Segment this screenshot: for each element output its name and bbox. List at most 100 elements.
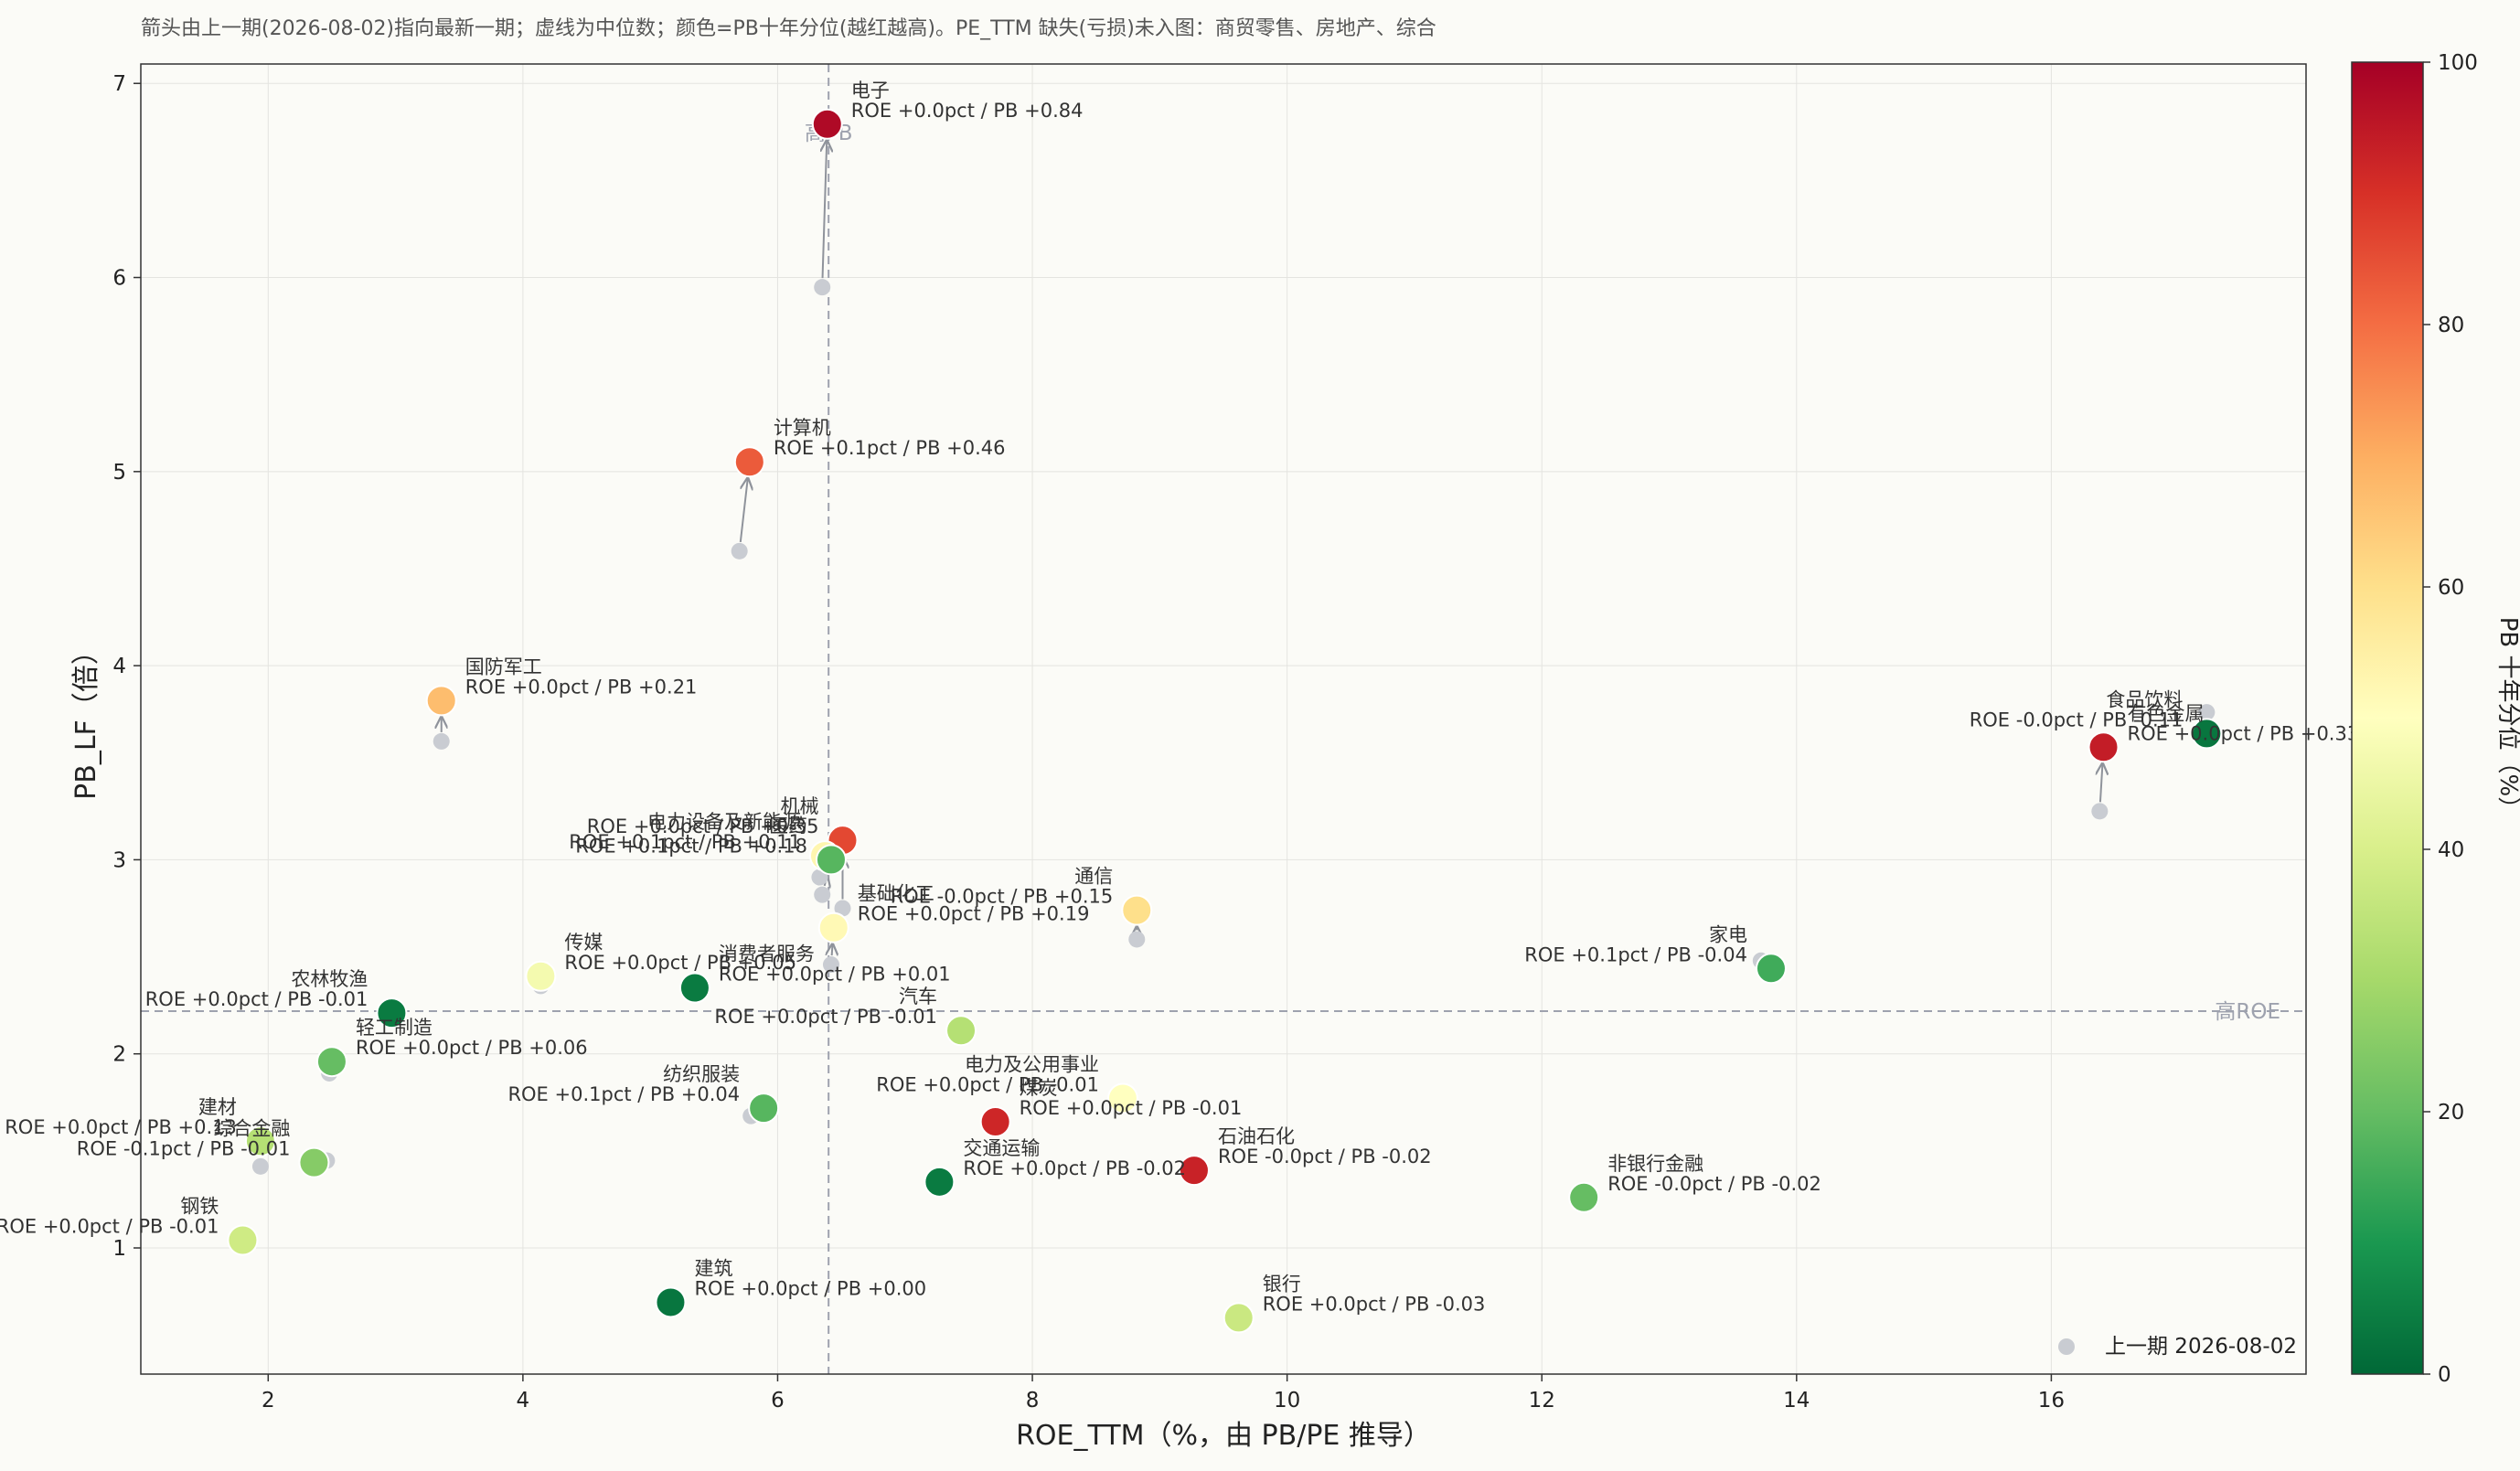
colorbar-tick-label: 40	[2438, 838, 2464, 862]
point-name-label: 电力及公用事业	[965, 1054, 1099, 1076]
previous-point	[251, 1157, 269, 1175]
point-change-label: ROE +0.0pct / PB +0.19	[858, 903, 1090, 925]
x-tick-label: 16	[2038, 1389, 2065, 1412]
x-tick-label: 8	[1026, 1389, 1040, 1412]
colorbar-label: PB 十年分位（%）	[2494, 617, 2520, 821]
colorbar: 0 20 40 60 80 100 PB 十年分位（%）	[2351, 51, 2520, 1387]
y-tick-label: 1	[112, 1237, 126, 1261]
median-y-label: 高ROE	[2215, 1000, 2280, 1024]
legend: 上一期 2026-08-02	[2058, 1335, 2297, 1359]
point-name-label: 农林牧渔	[291, 968, 368, 990]
point-name-label: 机械	[781, 795, 819, 817]
point-change-label: ROE +0.0pct / PB +0.33	[2128, 722, 2360, 744]
grid	[141, 64, 2306, 1374]
x-tick-label: 10	[1274, 1389, 1300, 1412]
industry-point	[815, 844, 847, 876]
previous-point	[814, 886, 831, 903]
previous-point	[814, 279, 831, 296]
point-change-label: ROE +0.1pct / PB +0.46	[774, 437, 1006, 459]
plot-frame	[140, 63, 2307, 1375]
point-change-label: ROE +0.0pct / PB -0.01	[145, 988, 368, 1010]
point-name-label: 交通运输	[963, 1137, 1040, 1159]
point-change-label: ROE -0.0pct / PB -0.11	[1970, 709, 2184, 730]
point-name-label: 轻工制造	[356, 1017, 432, 1039]
x-tick-label: 12	[1529, 1389, 1555, 1412]
point-change-label: ROE +0.1pct / PB +0.04	[507, 1083, 740, 1105]
point-change-label: ROE +0.0pct / PB -0.01	[714, 1006, 937, 1028]
industry-point	[924, 1166, 956, 1198]
point-name-label: 计算机	[774, 417, 831, 439]
industry-point	[811, 108, 843, 140]
industry-point	[425, 685, 457, 717]
industry-point	[1178, 1155, 1210, 1187]
previous-point	[2198, 704, 2216, 721]
y-tick-label: 2	[112, 1043, 126, 1067]
point-name-label: 石油石化	[1218, 1125, 1295, 1147]
industry-point	[227, 1224, 259, 1256]
x-tick-label: 4	[517, 1389, 530, 1412]
colorbar-ticks: 0 20 40 60 80 100	[2423, 51, 2478, 1387]
point-change-label: ROE +0.1pct / PB +0.11	[569, 831, 801, 853]
point-change-label: ROE +0.0pct / PB -0.01	[0, 1216, 219, 1238]
industry-point	[2191, 718, 2223, 750]
point-change-label: ROE +0.1pct / PB +0.18	[575, 835, 807, 857]
point-name-label: 电子	[851, 80, 890, 101]
y-tick-label: 3	[112, 848, 126, 872]
industry-point	[1106, 1082, 1138, 1114]
point-change-label: ROE +0.0pct / PB +0.01	[719, 964, 951, 986]
previous-point	[2091, 803, 2109, 820]
point-change-label: ROE +0.0pct / PB +0.05	[564, 952, 796, 974]
point-name-label: 国防军工	[465, 656, 542, 677]
point-name-label: 汽车	[899, 986, 937, 1007]
previous-point	[432, 732, 450, 750]
colorbar-tick-label: 80	[2438, 314, 2464, 337]
point-name-label: 非银行金融	[1607, 1153, 1703, 1175]
point-change-label: ROE +0.0pct / PB +0.21	[465, 676, 698, 698]
change-arrow	[739, 478, 748, 543]
point-name-label: 建筑	[694, 1257, 732, 1279]
y-tick-label: 7	[112, 72, 126, 96]
point-name-label: 纺织服装	[663, 1063, 740, 1085]
point-change-label: ROE -0.0pct / PB -0.02	[1218, 1146, 1432, 1167]
point-change-label: ROE +0.0pct / PB +0.00	[694, 1277, 926, 1299]
industry-point	[655, 1286, 687, 1318]
point-name-label: 基础化工	[858, 883, 934, 905]
industry-point	[315, 1046, 347, 1078]
previous-point	[834, 900, 851, 917]
point-change-label: ROE +0.0pct / PB -0.03	[1263, 1293, 1486, 1315]
colorbar-tick-label: 0	[2438, 1363, 2451, 1387]
legend-label: 上一期 2026-08-02	[2105, 1335, 2297, 1359]
point-name-label: 消费者服务	[719, 943, 815, 965]
industry-point	[376, 997, 408, 1029]
point-name-label: 综合金融	[213, 1118, 290, 1140]
point-change-label: ROE +0.0pct / PB +0.35	[587, 815, 819, 837]
point-change-label: ROE +0.0pct / PB -0.01	[876, 1074, 1099, 1096]
y-axis-label: PB_LF（倍）	[70, 637, 102, 800]
point-name-label: 医药	[769, 815, 807, 837]
industry-point	[979, 1106, 1011, 1138]
x-axis-label: ROE_TTM（%，由 PB/PE 推导）	[1016, 1420, 1431, 1452]
industry-point	[1223, 1302, 1255, 1334]
industry-point	[817, 911, 849, 943]
point-change-label: ROE +0.0pct / PB +0.13	[5, 1116, 237, 1138]
change-arrow	[832, 944, 833, 955]
industry-point	[1568, 1181, 1600, 1213]
chart-subtitle: 箭头由上一期(2026-08-02)指向最新一期；虚线为中位数；颜色=PB十年分…	[141, 17, 1436, 40]
industry-point	[733, 446, 765, 478]
point-name-label: 电力设备及新能源	[647, 811, 801, 833]
industry-point	[298, 1146, 330, 1178]
y-tick-label: 5	[112, 461, 126, 485]
colorbar-tick-label: 60	[2438, 576, 2464, 600]
colorbar-tick-label: 100	[2438, 51, 2478, 75]
point-change-label: ROE -0.0pct / PB +0.15	[891, 886, 1114, 908]
previous-point	[1128, 931, 1146, 948]
legend-marker	[2058, 1338, 2075, 1355]
point-name-label: 钢铁	[180, 1196, 219, 1218]
point-change-label: ROE +0.1pct / PB -0.04	[1524, 943, 1747, 965]
industry-point	[525, 960, 557, 992]
current-points	[227, 108, 2223, 1334]
point-change-label: ROE -0.1pct / PB -0.01	[77, 1138, 291, 1160]
point-name-label: 银行	[1263, 1273, 1301, 1295]
change-arrow	[2100, 763, 2103, 803]
y-tick-label: 6	[112, 267, 126, 291]
